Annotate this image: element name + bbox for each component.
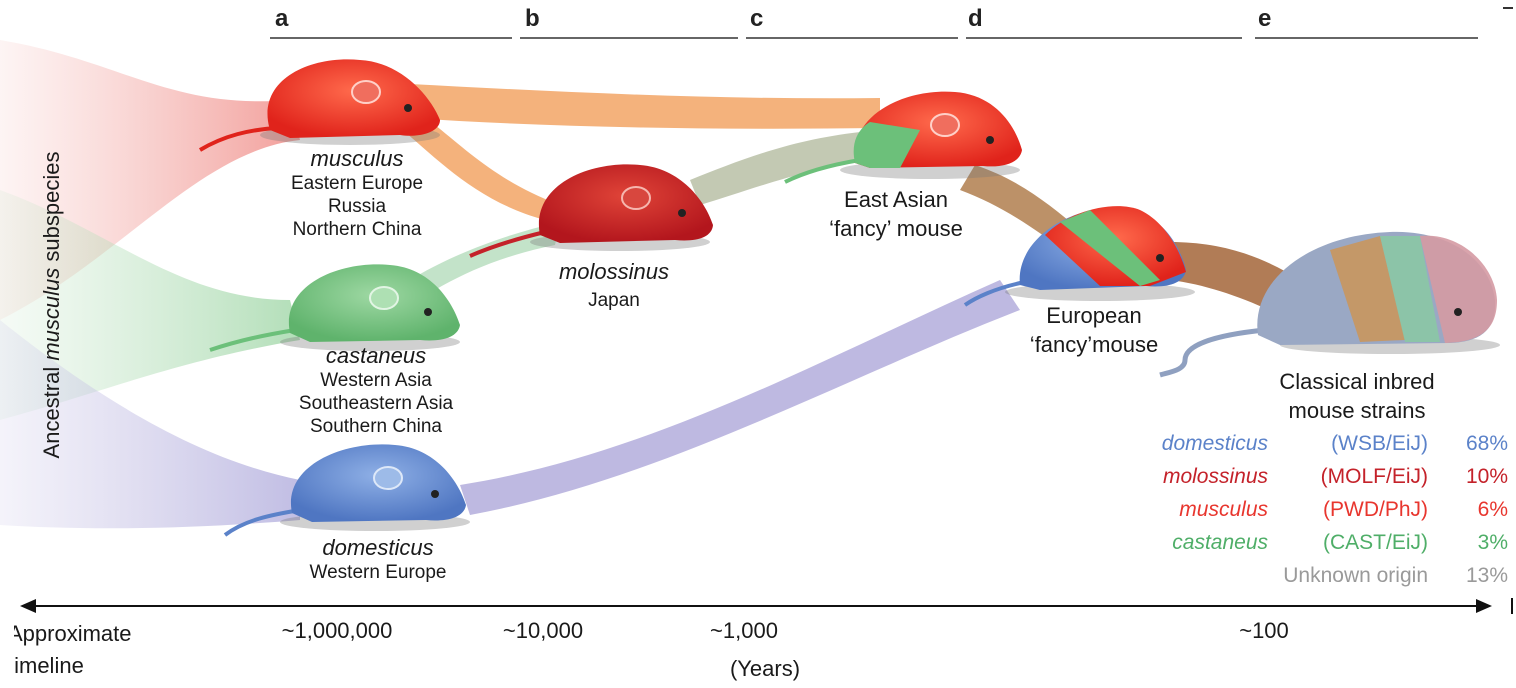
composition-row-castaneus: castaneus (CAST/EiJ) 3% [1172,531,1508,554]
european-fancy-mouse [963,206,1195,307]
timeline-tick: ~1,000,000 [281,618,393,643]
classical-inbred-label: Classical inbred mouse strains [1279,369,1435,423]
musculus-name: musculus [310,146,404,171]
musculus-location: Northern China [292,219,422,240]
castaneus-name: castaneus [325,343,427,368]
stage-e-label: e [1258,5,1272,32]
molossinus-mouse [469,164,713,258]
stage-b-label: b [525,5,540,32]
timeline-axis [20,598,1513,614]
timeline-tick: ~10,000 [502,618,584,643]
castaneus-mouse [209,264,460,352]
castaneus-location: Western Asia [320,370,432,391]
timeline-tick: ~100 [1239,618,1289,643]
european-fancy-label: European ‘fancy’mouse [1029,303,1159,357]
stage-a-label: a [275,5,289,32]
musculus-mouse [198,59,440,152]
timeline-tick: ~1,000 [710,618,778,643]
composition-row-molossinus: molossinus (MOLF/EiJ) 10% [1162,465,1508,488]
castaneus-info: castaneus Western Asia Southeastern Asia… [299,343,453,438]
composition-row-domesticus: domesticus (WSB/EiJ) 68% [1161,432,1508,455]
castaneus-location: Southeastern Asia [298,393,454,414]
molossinus-name: molossinus [558,259,670,284]
domesticus-name: domesticus [322,535,434,560]
domesticus-info: domesticus Western Europe [310,535,447,584]
domesticus-location: Western Europe [309,562,447,583]
arrow-right-icon [1476,599,1492,613]
east-asian-fancy-label: East Asian ‘fancy’ mouse [829,187,963,241]
east-asian-fancy-mouse [784,91,1022,184]
molossinus-location: Japan [588,290,640,311]
musculus-location: Eastern Europe [290,173,424,194]
composition-row-musculus: musculus (PWD/PhJ) 6% [1179,498,1508,521]
stage-c-label: c [750,5,764,32]
ancestral-subspecies-label: Ancestral musculus subspecies [39,151,64,459]
timeline-label: Approximate timeline [14,621,132,678]
stage-bars [270,7,1513,39]
molossinus-info: molossinus Japan [559,259,669,312]
castaneus-location: Southern China [309,416,443,437]
timeline-units: (Years) [729,656,801,681]
arrow-left-icon [20,599,36,613]
classical-inbred-mouse [1159,231,1500,378]
composition-row-unknown: Unknown origin 13% [1283,564,1508,587]
ancestral-fan [0,40,300,529]
stage-d-label: d [968,5,983,32]
domesticus-mouse [223,444,470,537]
musculus-info: musculus Eastern Europe Russia Northern … [291,146,423,241]
musculus-location: Russia [327,196,387,217]
